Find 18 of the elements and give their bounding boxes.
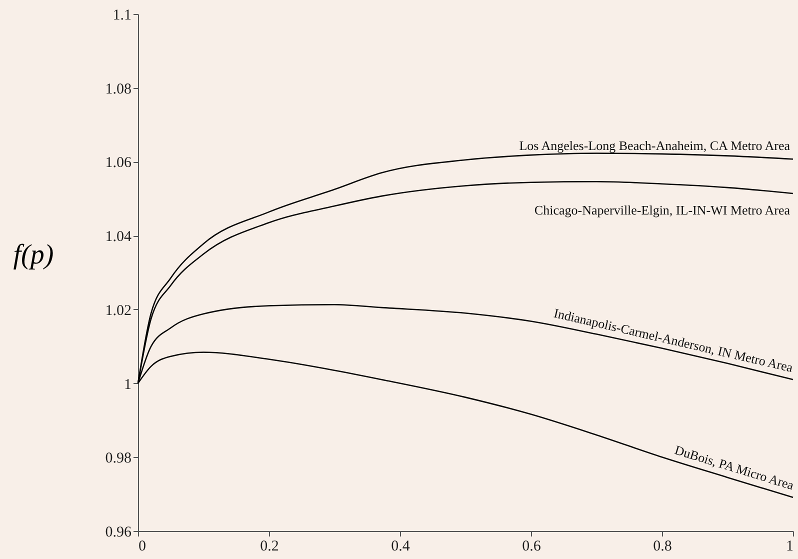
y-tick-label: 1.1 bbox=[112, 8, 132, 24]
y-tick-label: 0.98 bbox=[105, 450, 132, 467]
y-tick-label: 1.08 bbox=[105, 81, 132, 98]
series-label: Los Angeles-Long Beach-Anaheim, CA Metro Area bbox=[519, 138, 790, 154]
series-label: Chicago-Naperville-Elgin, IL-IN-WI Metro Area bbox=[534, 202, 790, 218]
y-tick-label: 1 bbox=[124, 376, 132, 393]
y-tick-label: 1.06 bbox=[105, 155, 132, 172]
y-tick-label: 1.04 bbox=[105, 229, 132, 246]
x-tick-label: 0 bbox=[138, 538, 146, 554]
x-tick-label: 0.4 bbox=[391, 538, 410, 554]
text: DuBois, PA Micro Area bbox=[672, 442, 796, 493]
y-axis-title: f(p) bbox=[13, 240, 54, 270]
y-tick-label: 0.96 bbox=[105, 524, 132, 540]
y-tick-label: 1.02 bbox=[105, 302, 132, 319]
x-tick-label: 0.8 bbox=[653, 538, 672, 554]
x-tick-label: 0.2 bbox=[260, 538, 279, 554]
x-tick-label: 1 bbox=[786, 538, 794, 554]
x-tick-label: 0.6 bbox=[522, 538, 542, 554]
